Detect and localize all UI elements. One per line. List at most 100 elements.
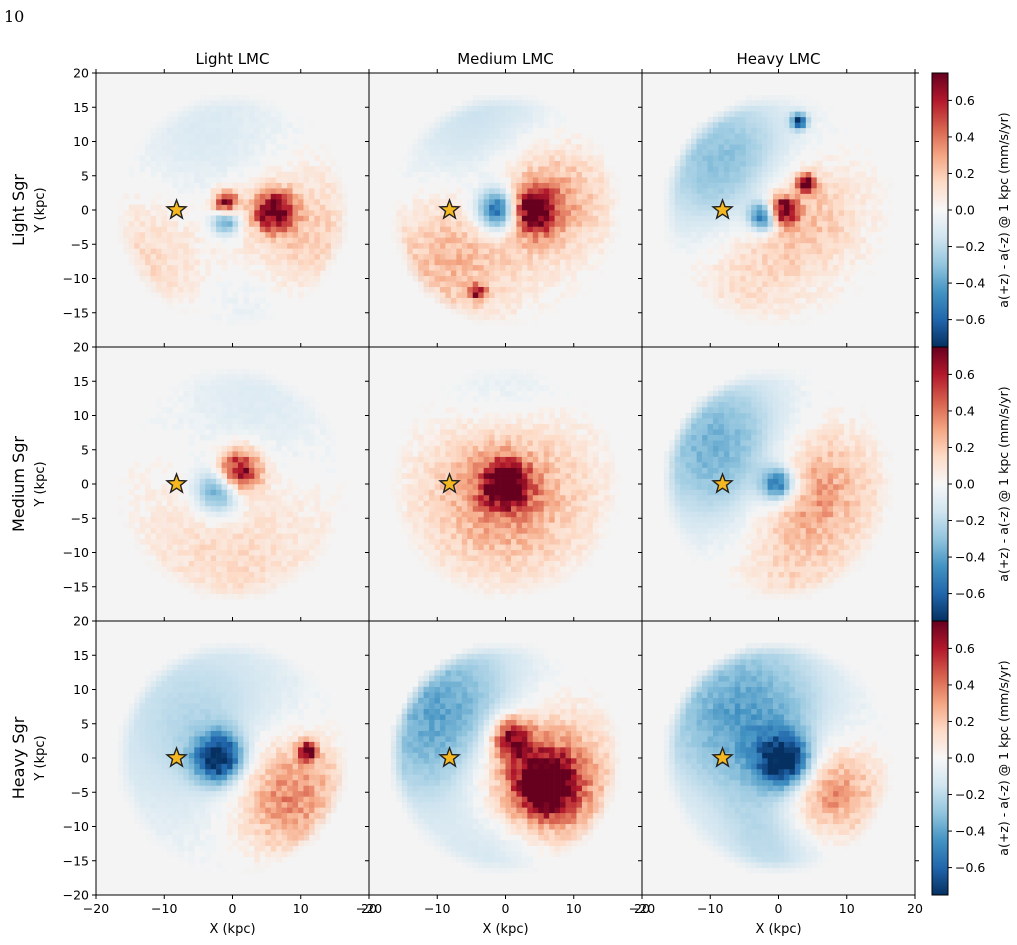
heatmap-cell (505, 210, 512, 216)
heatmap-cell (123, 231, 130, 238)
heatmap-cell (172, 297, 179, 304)
heatmap-cell (156, 259, 162, 266)
heatmap-cell (756, 303, 763, 309)
heatmap-cell (248, 127, 255, 134)
heatmap-cell (221, 116, 228, 123)
heatmap-cell (243, 407, 250, 414)
heatmap-cell (707, 171, 714, 178)
heatmap-cell (740, 188, 747, 194)
heatmap-cell (172, 171, 179, 178)
heatmap-cell (445, 138, 452, 145)
heatmap-cell (276, 423, 282, 430)
heatmap-cell (461, 122, 468, 129)
heatmap-cell (565, 281, 572, 288)
heatmap-cell (833, 210, 839, 216)
heatmap-cell (227, 473, 233, 479)
heatmap-cell (161, 533, 168, 540)
heatmap-cell (412, 516, 419, 523)
heatmap-cell (298, 571, 304, 578)
heatmap-cell (429, 270, 435, 277)
heatmap-cell (554, 199, 561, 205)
heatmap-cell (188, 105, 195, 112)
heatmap-cell (270, 412, 277, 419)
heatmap-cell (571, 270, 577, 277)
heatmap-cell (489, 314, 495, 320)
heatmap-cell (292, 171, 299, 178)
heatmap-cell (303, 226, 310, 233)
heatmap-cell (194, 259, 201, 266)
heatmap-cell (194, 171, 201, 178)
heatmap-cell (429, 544, 435, 551)
heatmap-cell (554, 149, 561, 156)
heatmap-cell (762, 319, 768, 326)
heatmap-cell (483, 116, 490, 123)
heatmap-cell (712, 275, 719, 282)
heatmap-cell (663, 226, 670, 233)
heatmap-cell (221, 166, 228, 172)
heatmap-cell (314, 188, 321, 194)
heatmap-cell (330, 220, 337, 227)
heatmap-cell (276, 116, 282, 123)
heatmap-cell (554, 264, 561, 271)
heatmap-cell (265, 166, 272, 172)
heatmap-cell (500, 275, 506, 282)
heatmap-cell (254, 516, 261, 523)
heatmap-cell (172, 505, 179, 512)
heatmap-cell (216, 445, 222, 452)
heatmap-cell (439, 434, 446, 441)
heatmap-cell (461, 286, 468, 293)
heatmap-cell (516, 237, 523, 244)
heatmap-cell (762, 171, 768, 178)
heatmap-cell (767, 215, 774, 222)
heatmap-cell (516, 210, 523, 216)
heatmap-cell (849, 231, 856, 238)
heatmap-cell (833, 127, 839, 134)
heatmap-cell (287, 199, 293, 205)
heatmap-cell (860, 204, 867, 211)
heatmap-cell (609, 188, 615, 194)
heatmap-cell (500, 122, 506, 129)
heatmap-cell (789, 105, 796, 112)
heatmap-cell (210, 155, 217, 161)
heatmap-cell (183, 127, 190, 134)
heatmap-cell (298, 253, 304, 260)
heatmap-cell (581, 188, 588, 194)
heatmap-cell (232, 182, 239, 189)
heatmap-cell (521, 155, 528, 161)
heatmap-cell (729, 297, 736, 304)
heatmap-cell (407, 516, 413, 523)
heatmap-cell (434, 566, 441, 572)
heatmap-cell (166, 220, 173, 227)
heatmap-cell (740, 297, 747, 304)
heatmap-cell (341, 182, 348, 189)
heatmap-cell (199, 462, 206, 468)
heatmap-cell (319, 423, 326, 430)
heatmap-cell (865, 177, 872, 183)
heatmap-cell (800, 105, 807, 112)
heatmap-cell (822, 226, 828, 233)
heatmap-cell (227, 593, 233, 600)
heatmap-cell (565, 177, 572, 183)
heatmap-cell (538, 199, 545, 205)
heatmap-cell (598, 220, 605, 227)
heatmap-cell (822, 270, 828, 277)
heatmap-cell (707, 237, 714, 244)
heatmap-cell (549, 171, 555, 178)
heatmap-cell (150, 566, 157, 572)
heatmap-cell (794, 177, 801, 183)
heatmap-cell (521, 237, 528, 244)
heatmap-cell (423, 484, 430, 490)
heatmap-cell (248, 226, 255, 233)
heatmap-cell (145, 286, 151, 293)
heatmap-cell (718, 127, 725, 134)
heatmap-cell (128, 253, 135, 260)
heatmap-cell (221, 193, 228, 200)
heatmap-cell (319, 253, 326, 260)
heatmap-cell (805, 259, 812, 266)
heatmap-cell (243, 500, 250, 507)
heatmap-cell (243, 390, 250, 397)
heatmap-cell (265, 253, 272, 260)
heatmap-cell (745, 292, 752, 298)
heatmap-cell (396, 242, 403, 249)
heatmap-cell (287, 286, 293, 293)
